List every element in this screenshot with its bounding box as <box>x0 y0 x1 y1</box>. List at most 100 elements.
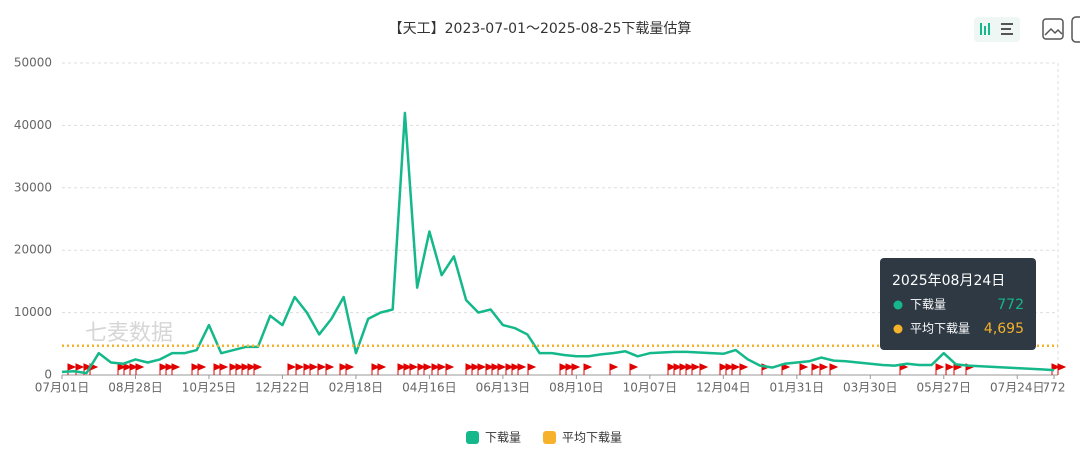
event-flag <box>739 363 749 375</box>
toolbar[interactable] <box>974 16 1080 43</box>
y-tick-label: 0 <box>44 368 52 382</box>
x-tick-label: 04月16日 <box>402 381 457 395</box>
event-flag <box>295 363 305 375</box>
line-series <box>61 111 1055 375</box>
event-flag <box>477 363 487 375</box>
event-flag <box>819 363 829 375</box>
event-flag <box>505 363 515 375</box>
y-tick-label: 50000 <box>14 56 52 70</box>
y-tick-label: 20000 <box>14 243 52 257</box>
x-tick-label: 07月01日 <box>35 381 90 395</box>
event-flag <box>431 363 441 375</box>
event-flag <box>731 363 741 375</box>
x-tick-label: 02月18日 <box>329 381 384 395</box>
x-tick-label: 08月10日 <box>549 381 604 395</box>
more-icon[interactable] <box>1071 16 1080 43</box>
event-flag <box>511 363 521 375</box>
y-tick-label: 30000 <box>14 180 52 194</box>
event-flag <box>445 363 455 375</box>
image-icon-mark <box>1044 27 1063 36</box>
event-flag <box>437 363 447 375</box>
event-flag <box>397 363 407 375</box>
tooltip-dot <box>893 300 903 310</box>
event-flag <box>691 363 701 375</box>
event-flag <box>565 363 575 375</box>
event-flag <box>517 363 527 375</box>
tooltip-value: 4,695 <box>984 321 1024 337</box>
event-flag <box>67 363 77 375</box>
event-flag <box>667 363 677 375</box>
legend-label: 平均下载量 <box>562 431 622 445</box>
event-flag <box>159 363 169 375</box>
event-flag <box>371 363 381 375</box>
tooltip-label: 下载量 <box>910 298 946 312</box>
event-flag <box>699 363 709 375</box>
event-flag <box>491 363 501 375</box>
event-flag <box>471 363 481 375</box>
event-flag <box>191 363 201 375</box>
event-flag <box>629 363 639 375</box>
event-flag <box>165 363 175 375</box>
x-tick-label: 08月28日 <box>108 381 163 395</box>
event-flag <box>75 363 85 375</box>
event-flag <box>171 363 181 375</box>
event-flag <box>559 363 569 375</box>
event-flag <box>725 363 735 375</box>
event-flag <box>679 363 689 375</box>
tooltip-box <box>880 258 1036 350</box>
x-tick-label: 772 <box>1043 381 1066 395</box>
event-flag <box>219 363 229 375</box>
event-flag <box>609 363 619 375</box>
event-flag <box>123 363 133 375</box>
event-flag <box>465 363 475 375</box>
event-flag <box>485 363 495 375</box>
y-tick-label: 10000 <box>14 305 52 319</box>
x-tick-label: 07月24日 <box>990 381 1045 395</box>
event-flag <box>345 363 355 375</box>
x-tick-label: 03月30日 <box>843 381 898 395</box>
event-flag <box>935 363 945 375</box>
image-icon[interactable] <box>1042 18 1064 40</box>
x-tick-label: 10月25日 <box>182 381 237 395</box>
event-flag <box>829 363 839 375</box>
tooltip-title: 2025年08月24日 <box>892 273 1005 289</box>
x-tick-label: 12月22日 <box>255 381 310 395</box>
tooltip-value: 772 <box>997 297 1024 313</box>
chart-title: 【天工】2023-07-01～2025-08-25下载量估算 <box>389 21 692 37</box>
legend-label: 下载量 <box>485 431 521 445</box>
event-flag <box>309 363 319 375</box>
event-flag <box>1057 363 1067 375</box>
y-tick-label: 40000 <box>14 118 52 132</box>
event-flag <box>497 363 507 375</box>
event-flag <box>287 363 297 375</box>
event-flag <box>377 363 387 375</box>
x-tick-label: 12月04日 <box>696 381 751 395</box>
list-icon <box>1001 23 1013 35</box>
x-tick-label: 10月07日 <box>623 381 678 395</box>
event-flag <box>317 363 327 375</box>
event-flag <box>241 363 251 375</box>
event-flag <box>527 363 537 375</box>
event-flag <box>197 363 207 375</box>
event-flag <box>417 363 427 375</box>
tooltip-label: 平均下载量 <box>910 322 970 336</box>
event-flag <box>235 363 245 375</box>
tooltip-dot <box>893 324 903 334</box>
x-tick-label: 06月13日 <box>476 381 531 395</box>
event-flag <box>945 363 955 375</box>
event-flag <box>129 363 139 375</box>
event-flag <box>673 363 683 375</box>
event-flag <box>409 363 419 375</box>
legend-swatch <box>466 431 479 444</box>
event-flag <box>325 363 335 375</box>
event-flag <box>719 363 729 375</box>
event-flag <box>303 363 313 375</box>
x-tick-label: 05月27日 <box>917 381 972 395</box>
x-tick-label: 01月31日 <box>770 381 825 395</box>
event-flag <box>339 363 349 375</box>
event-flag <box>253 363 263 375</box>
watermark: 七麦数据 <box>85 321 173 346</box>
event-flag <box>685 363 695 375</box>
event-flag <box>811 363 821 375</box>
